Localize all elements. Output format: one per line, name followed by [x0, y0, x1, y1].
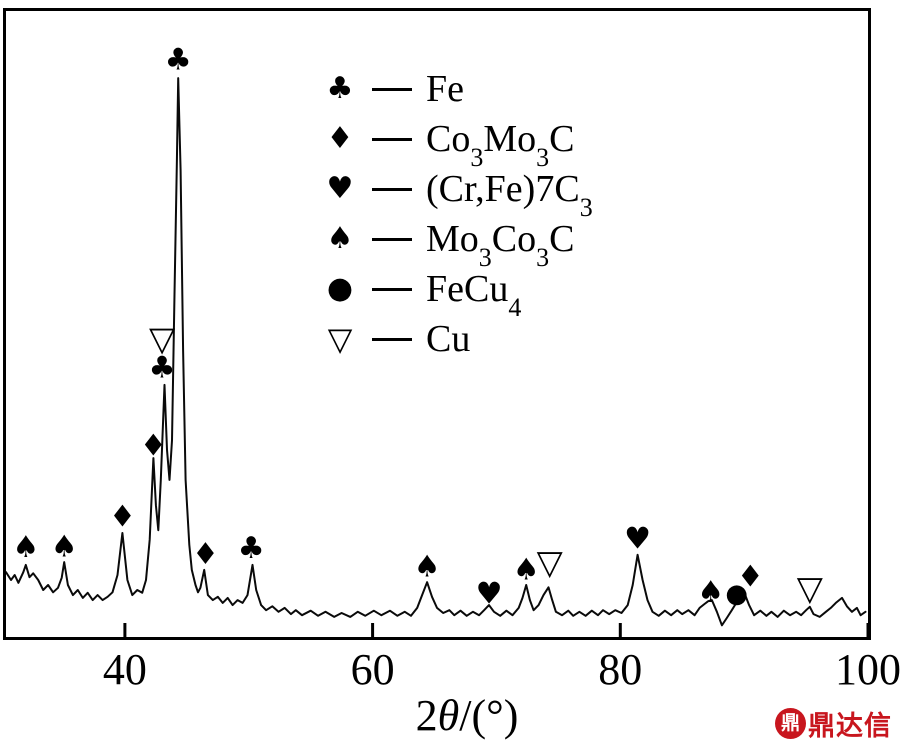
plot-svg: ♠ ♠♦♦♣▽♣♦ ♣♠♥♠▽♥♠ ●♦ ▽ — [6, 43, 868, 637]
watermark: 鼎 鼎达信 — [775, 704, 892, 743]
watermark-logo-icon: 鼎 — [775, 708, 806, 739]
tri-peak-marker-icon: ▽ — [537, 543, 564, 583]
tri-peak-marker-icon: ▽ — [149, 320, 176, 360]
legend-dash — [372, 187, 412, 191]
heart-peak-marker-icon: ♥ — [476, 576, 503, 611]
x-tick-label: 100 — [835, 645, 900, 694]
watermark-logo-glyph: 鼎 — [780, 712, 800, 734]
diamond-peak-marker-icon: ♦ — [140, 428, 167, 463]
spade-peak-marker-icon: ♠ — [12, 530, 39, 565]
x-axis-label-pre: 2 — [415, 691, 438, 740]
legend-dash — [372, 337, 412, 341]
x-tick-label: 60 — [350, 645, 395, 694]
diamond-peak-marker-icon: ♦ — [109, 499, 136, 534]
x-axis-label: 2θ/(°) — [365, 694, 569, 738]
x-axis-label-post: /(°) — [459, 691, 519, 740]
club-peak-marker-icon: ♣ — [165, 43, 192, 78]
legend-label: Mo3Co3C — [426, 218, 575, 272]
legend-row: ♠ Mo3Co3C — [322, 214, 593, 272]
tri-legend-icon: ▽ — [327, 320, 353, 358]
x-tick-label: 40 — [102, 645, 147, 694]
club-peak-marker-icon: ♣ — [238, 531, 265, 566]
diamond-peak-marker-icon: ♦ — [737, 560, 764, 595]
watermark-text: 鼎达信 — [808, 711, 892, 742]
diamond-legend-icon: ♦ — [326, 121, 354, 156]
plot-area: ♠ ♠ ♦ ♦ ♣ ▽ ♣ ♦ ♣ ♠ ♥ ♠ ▽ ♥ ♠ ● ♦ ▽ — [3, 8, 871, 640]
legend-label: FeCu4 — [426, 268, 522, 322]
legend-label: Cu — [426, 318, 471, 360]
heart-legend-icon: ♥ — [326, 171, 354, 206]
spade-legend-icon: ♠ — [326, 221, 354, 256]
legend-label: Co3Mo3C — [426, 118, 575, 172]
diamond-peak-marker-icon: ♦ — [192, 537, 219, 572]
legend-row: ♣ Fe — [322, 64, 593, 114]
heart-peak-marker-icon: ♥ — [624, 522, 651, 557]
legend-row: ♥ (Cr,Fe)7C3 — [322, 164, 593, 222]
spade-peak-marker-icon: ♠ — [697, 575, 724, 610]
spade-peak-marker-icon: ♠ — [513, 552, 540, 587]
xrd-curve — [6, 77, 867, 627]
legend-label: Fe — [426, 68, 465, 110]
club-peak-marker-icon: ♣ — [149, 351, 176, 386]
spade-peak-marker-icon: ♠ — [414, 550, 441, 585]
spade-peak-marker-icon: ♠ — [51, 530, 78, 565]
tri-peak-marker-icon: ▽ — [797, 569, 824, 609]
legend-label: (Cr,Fe)7C3 — [426, 168, 593, 222]
legend: ♣ Fe ♦ Co3Mo3C ♥ (Cr,Fe)7C3 ♠ Mo3Co3C ● FeCu4 ▽ Cu — [322, 64, 593, 364]
legend-row: ● FeCu4 — [322, 264, 593, 322]
dot-legend-icon: ● — [326, 271, 354, 306]
legend-dash — [372, 137, 412, 141]
x-tick-label: 80 — [598, 645, 643, 694]
legend-dash — [372, 287, 412, 291]
x-axis-label-theta: θ — [437, 691, 460, 740]
dot-peak-marker-icon: ● — [725, 579, 748, 609]
club-legend-icon: ♣ — [326, 71, 354, 106]
legend-row: ♦ Co3Mo3C — [322, 114, 593, 172]
legend-dash — [372, 237, 412, 241]
legend-dash — [372, 87, 412, 91]
legend-row: ▽ Cu — [322, 314, 593, 364]
